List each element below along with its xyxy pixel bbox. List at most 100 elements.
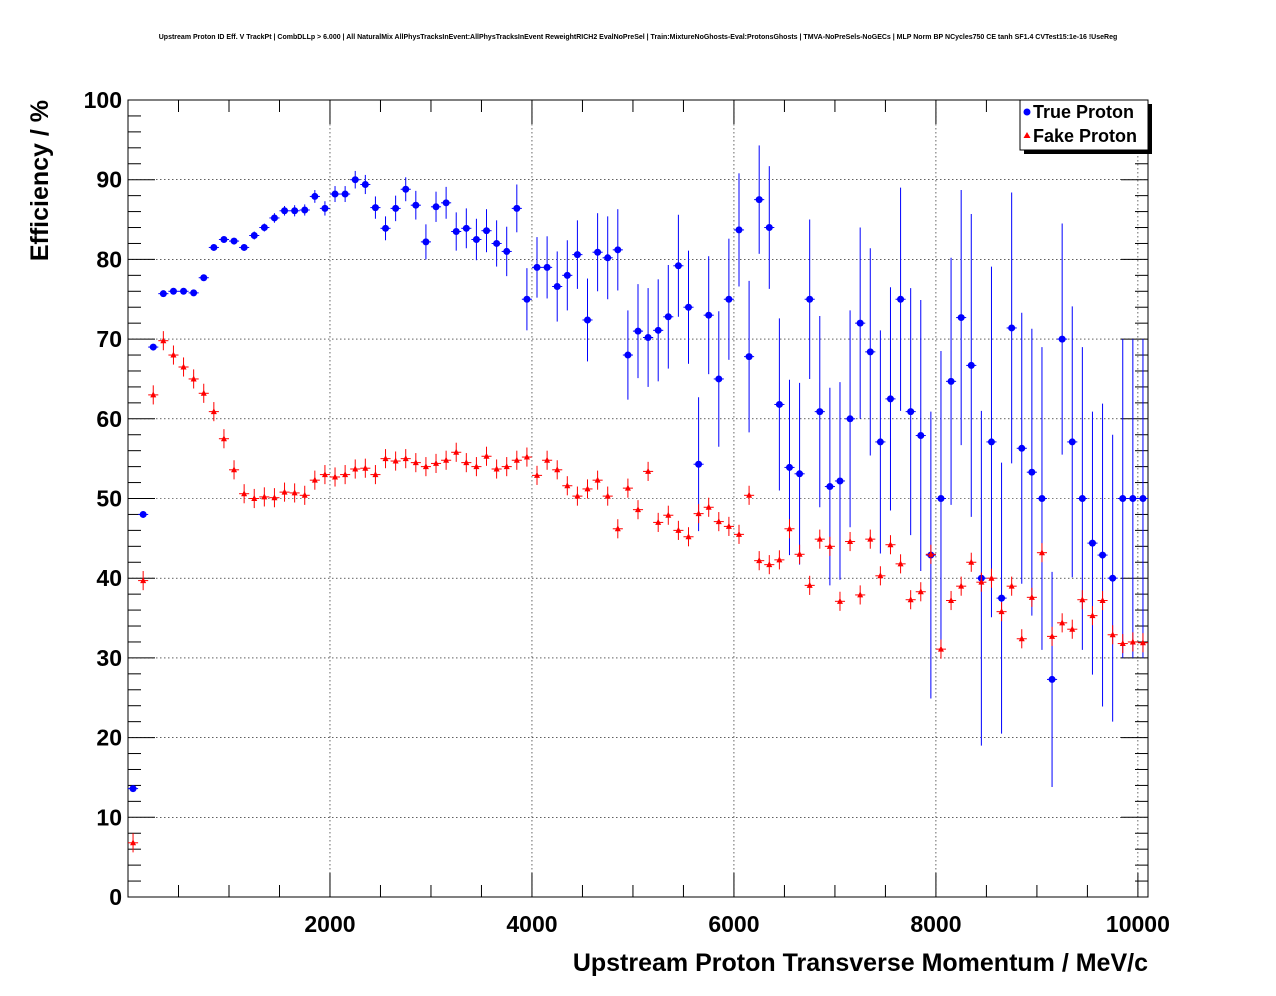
data-point — [1028, 468, 1036, 476]
data-point — [654, 326, 662, 334]
data-point — [826, 483, 834, 491]
data-point — [553, 282, 561, 290]
y-tick-labels: 0 10 20 30 40 50 60 70 80 90 100 — [84, 87, 122, 910]
data-point — [685, 533, 692, 540]
x-tick-label: 2000 — [304, 911, 355, 937]
data-point — [150, 391, 157, 398]
data-point — [978, 578, 985, 585]
data-point — [1129, 638, 1136, 645]
data-point — [392, 204, 400, 212]
y-tick-label: 20 — [96, 725, 122, 751]
data-point — [755, 196, 763, 204]
data-point — [200, 389, 207, 396]
legend: True Proton Fake Proton — [1019, 99, 1152, 154]
data-point — [291, 207, 299, 215]
data-point — [847, 538, 854, 545]
x-tick-label: 4000 — [506, 911, 557, 937]
data-point — [684, 303, 692, 311]
data-point — [644, 334, 652, 342]
data-point — [159, 290, 167, 298]
data-point — [573, 251, 581, 259]
y-tick-label: 40 — [96, 565, 122, 591]
data-point — [251, 495, 258, 501]
data-point — [422, 238, 430, 246]
data-point — [169, 287, 177, 295]
data-point — [715, 518, 722, 525]
data-point — [1079, 596, 1086, 603]
data-point — [382, 455, 389, 462]
data-point — [503, 247, 511, 255]
data-point — [816, 535, 823, 542]
series-true-proton — [128, 145, 1148, 793]
axis-ticks — [128, 99, 1148, 898]
data-point — [1129, 495, 1137, 502]
data-point — [473, 463, 480, 470]
data-point — [665, 511, 672, 518]
data-point — [563, 271, 571, 279]
y-tick-label: 0 — [109, 884, 122, 910]
data-point — [715, 375, 723, 383]
data-point — [1139, 639, 1146, 646]
data-point — [564, 482, 571, 489]
data-point — [917, 432, 925, 440]
x-tick-label: 6000 — [708, 911, 759, 937]
data-point — [170, 351, 177, 358]
legend-label-fake-proton: Fake Proton — [1033, 126, 1137, 146]
data-point — [574, 492, 581, 499]
data-point — [1018, 635, 1025, 642]
data-point — [866, 348, 874, 356]
y-tick-label: 30 — [96, 645, 122, 671]
data-point — [321, 471, 328, 478]
data-point — [624, 351, 632, 359]
data-point — [412, 201, 420, 209]
data-point — [361, 180, 369, 188]
data-point — [856, 319, 864, 327]
data-point — [139, 510, 147, 518]
data-point — [422, 463, 429, 470]
data-point — [311, 476, 318, 483]
y-tick-label: 50 — [96, 486, 122, 512]
data-point — [1119, 495, 1127, 502]
data-point — [998, 594, 1006, 602]
data-point — [705, 503, 712, 510]
data-point — [645, 467, 652, 474]
data-point — [513, 456, 520, 463]
data-point — [917, 588, 924, 595]
data-point — [614, 525, 621, 532]
data-point — [342, 471, 349, 478]
legend-marker-true-proton — [1023, 108, 1031, 116]
data-point — [1049, 632, 1056, 639]
data-point — [140, 577, 147, 584]
data-point — [443, 456, 450, 463]
data-point — [1088, 539, 1096, 547]
data-point — [897, 560, 904, 567]
data-point — [746, 491, 753, 498]
data-point — [1119, 640, 1126, 647]
data-point — [1018, 444, 1026, 452]
data-point — [796, 550, 803, 557]
data-point — [352, 465, 359, 472]
data-point — [271, 494, 278, 501]
chart-title: Upstream Proton ID Eff. V TrackPt | Comb… — [158, 34, 1118, 41]
data-point — [1109, 631, 1116, 638]
series-fake-proton — [128, 331, 1148, 853]
data-point — [664, 313, 672, 321]
y-tick-label: 60 — [96, 406, 122, 432]
data-point — [1008, 582, 1015, 589]
data-point — [321, 204, 329, 212]
data-point — [806, 581, 813, 588]
data-point — [523, 453, 530, 460]
data-point — [907, 408, 915, 416]
data-point — [846, 415, 854, 423]
data-point — [543, 263, 551, 271]
data-point — [937, 495, 945, 502]
data-point — [876, 438, 884, 446]
data-point — [523, 295, 531, 303]
data-point — [270, 214, 278, 222]
data-point — [695, 460, 703, 468]
data-point — [261, 493, 268, 500]
data-point — [756, 557, 763, 564]
x-tick-label: 8000 — [910, 911, 961, 937]
data-point — [372, 471, 379, 478]
